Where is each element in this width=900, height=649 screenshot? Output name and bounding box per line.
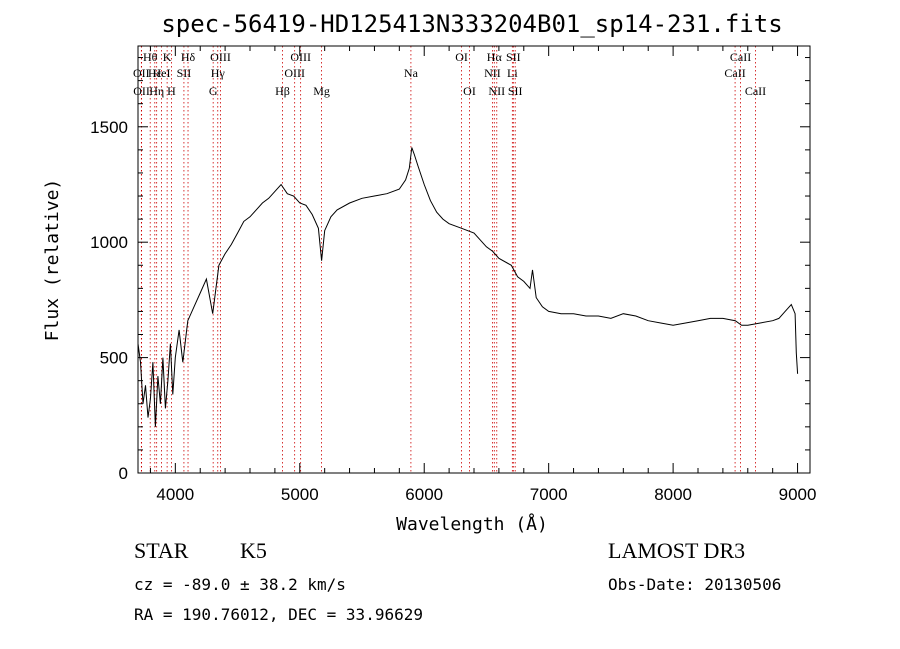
obs-date-text: Obs-Date: 20130506: [608, 575, 781, 594]
line-label-4: OII: [133, 84, 150, 98]
line-label-27: CaII: [724, 66, 745, 80]
x-axis-label: Wavelength (Å): [396, 513, 548, 535]
y-tick-label: 500: [100, 349, 128, 368]
object-class: STAR: [134, 538, 189, 563]
y-tick-label: 1000: [90, 233, 128, 252]
emission-line-markers: [140, 46, 756, 473]
line-label-14: OIII: [290, 50, 311, 64]
line-label-7: H: [167, 84, 176, 98]
x-tick-label: 6000: [405, 485, 443, 504]
line-label-28: CaII: [745, 84, 766, 98]
y-axis-label: Flux (relative): [42, 179, 63, 342]
line-label-13: Hβ: [275, 84, 290, 98]
line-label-11: Hγ: [211, 66, 226, 80]
x-axis: 4000 5000 6000 7000 8000 9000: [149, 46, 817, 504]
line-label-26: CaII: [730, 50, 751, 64]
line-label-24: NII: [488, 84, 505, 98]
line-label-25: SII: [508, 84, 523, 98]
x-tick-label: 7000: [530, 485, 568, 504]
y-tick-label: 0: [119, 464, 128, 483]
object-subclass: K5: [240, 538, 267, 563]
y-tick-label: 1500: [90, 118, 128, 137]
line-label-22: NII: [484, 66, 501, 80]
line-label-12: G: [209, 84, 218, 98]
spectrum-series-line: [137, 147, 799, 427]
line-label-17: Na: [404, 66, 419, 80]
redshift-text: cz = -89.0 ± 38.2 km/s: [134, 575, 346, 594]
line-label-23: Li: [507, 66, 518, 80]
line-label-15: OIII: [284, 66, 305, 80]
line-label-19: OI: [463, 84, 476, 98]
x-tick-label: 8000: [654, 485, 692, 504]
line-label-10: OIII: [210, 50, 231, 64]
line-label-18: OI: [455, 50, 468, 64]
line-label-3: Hη: [149, 84, 164, 98]
line-label-1: OII: [133, 66, 150, 80]
line-label-9: Hδ: [181, 50, 196, 64]
plot-frame: [137, 45, 811, 474]
x-tick-label: 9000: [779, 485, 817, 504]
line-label-16: Mg: [313, 84, 330, 98]
line-label-8: SII: [177, 66, 192, 80]
line-label-2: Hε: [148, 66, 162, 80]
x-tick-label: 5000: [281, 485, 319, 504]
line-label-5: K: [163, 50, 172, 64]
chart-title: spec-56419-HD125413N333204B01_sp14-231.f…: [161, 10, 782, 38]
x-tick-label: 4000: [156, 485, 194, 504]
y-axis: 0 500 1000 1500: [90, 57, 810, 483]
line-label-6: HeI: [153, 66, 171, 80]
radec-text: RA = 190.76012, DEC = 33.96629: [134, 605, 423, 624]
line-label-21: SII: [506, 50, 521, 64]
line-label-0: Hθ: [143, 50, 158, 64]
survey-name: LAMOST DR3: [608, 538, 745, 563]
line-label-20: Hα: [487, 50, 503, 64]
